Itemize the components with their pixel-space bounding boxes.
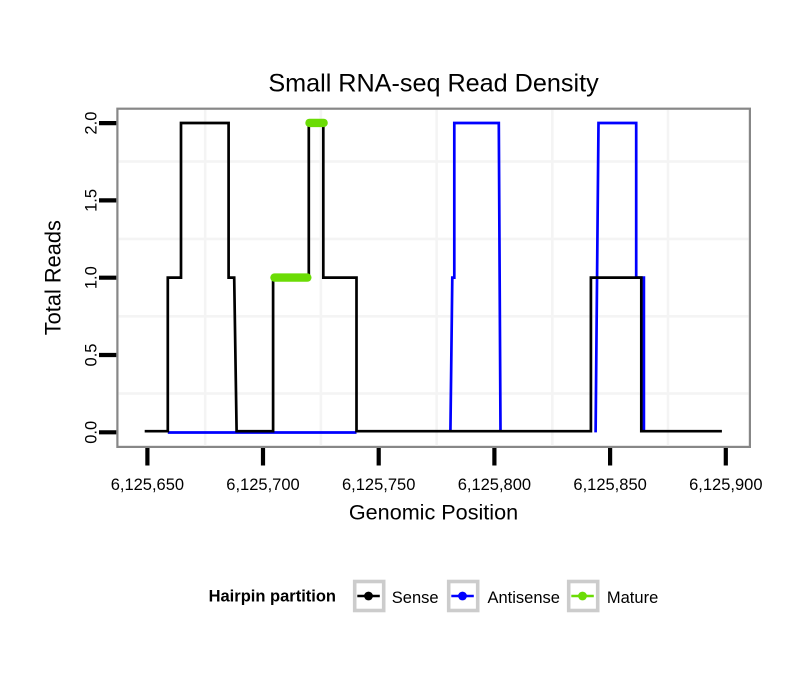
svg-text:6,125,650: 6,125,650 <box>111 476 184 494</box>
svg-text:Genomic Position: Genomic Position <box>349 499 518 524</box>
svg-text:2.0: 2.0 <box>83 112 101 135</box>
svg-text:6,125,750: 6,125,750 <box>342 476 415 494</box>
svg-text:6,125,800: 6,125,800 <box>458 476 531 494</box>
svg-text:0.5: 0.5 <box>83 344 101 367</box>
svg-text:Small RNA-seq Read Density: Small RNA-seq Read Density <box>268 70 599 98</box>
svg-text:0.0: 0.0 <box>83 421 101 444</box>
svg-text:1.5: 1.5 <box>83 189 101 212</box>
svg-text:6,125,700: 6,125,700 <box>226 476 299 494</box>
svg-text:6,125,850: 6,125,850 <box>573 476 646 494</box>
svg-text:Hairpin partition: Hairpin partition <box>209 588 336 606</box>
svg-text:Mature: Mature <box>607 589 658 607</box>
svg-text:Total Reads: Total Reads <box>40 220 65 335</box>
svg-text:Sense: Sense <box>392 589 439 607</box>
svg-text:1.0: 1.0 <box>83 266 101 289</box>
svg-text:Antisense: Antisense <box>488 589 560 607</box>
svg-text:6,125,900: 6,125,900 <box>689 476 762 494</box>
